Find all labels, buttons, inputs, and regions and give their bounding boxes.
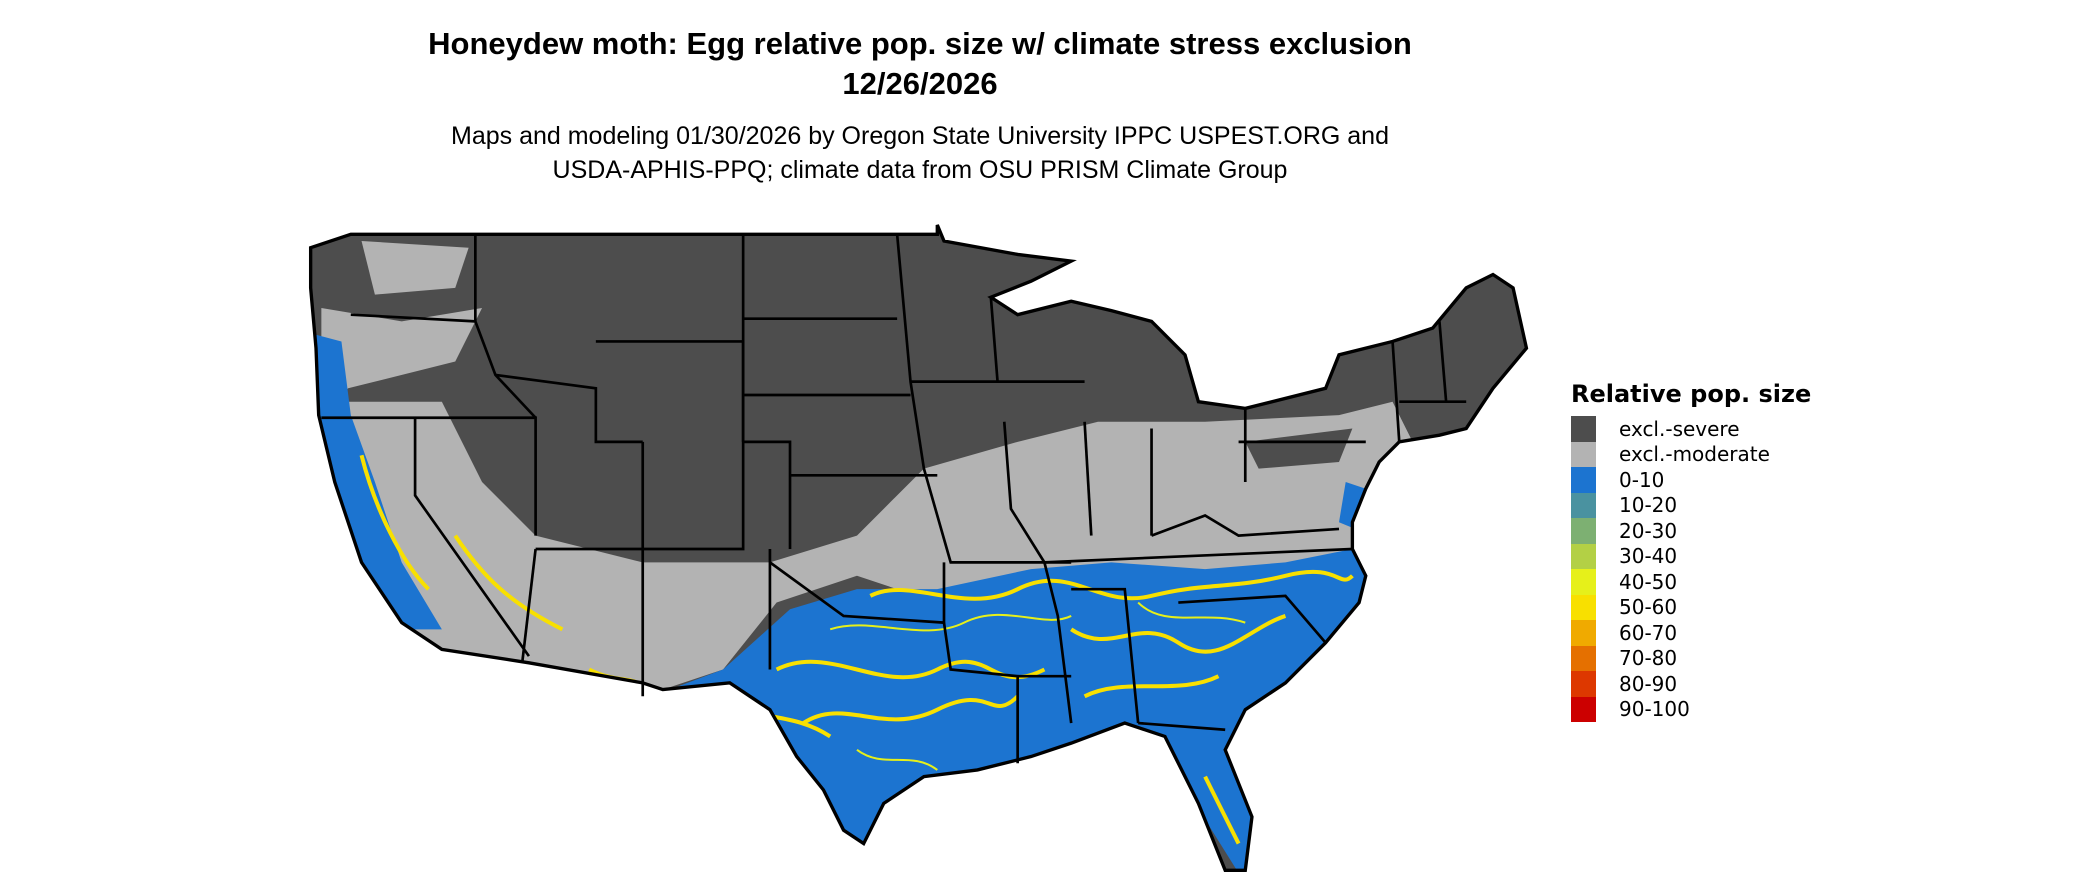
legend-item: 0-10 xyxy=(1571,467,1811,493)
zone-40-50-bands xyxy=(829,601,1246,771)
legend-label: 10-20 xyxy=(1619,493,1678,518)
legend-item: excl.-severe xyxy=(1571,416,1811,442)
legend-swatch xyxy=(1571,416,1596,442)
legend-swatch xyxy=(1571,467,1596,493)
legend-title: Relative pop. size xyxy=(1571,380,1812,408)
legend-swatch xyxy=(1571,569,1596,595)
legend-swatch xyxy=(1571,671,1596,697)
legend-label: excl.-severe xyxy=(1619,416,1740,441)
zone-excl-severe-appalachia xyxy=(1245,428,1353,469)
zone-excl-moderate-washington xyxy=(361,241,469,295)
subtitle-line-1: Maps and modeling 01/30/2026 by Oregon S… xyxy=(451,122,1389,150)
legend: Relative pop. size excl.-severe excl.-mod… xyxy=(1571,380,1811,722)
legend-swatch xyxy=(1571,620,1596,646)
legend-item: 30-40 xyxy=(1571,543,1811,569)
legend-label: 20-30 xyxy=(1619,518,1678,543)
legend-item: 20-30 xyxy=(1571,518,1811,544)
zone-excl-moderate-northwest xyxy=(321,307,483,416)
legend-label: 60-70 xyxy=(1619,620,1678,645)
zone-0-10-pacific-coast xyxy=(316,334,442,630)
legend-swatch xyxy=(1571,645,1596,671)
legend-label: excl.-moderate xyxy=(1619,442,1770,467)
legend-label: 50-60 xyxy=(1619,595,1678,620)
legend-label: 40-50 xyxy=(1619,569,1678,594)
us-outline xyxy=(308,224,1529,873)
legend-label: 90-100 xyxy=(1619,697,1690,722)
legend-item: 80-90 xyxy=(1571,671,1811,697)
legend-label: 80-90 xyxy=(1619,671,1678,696)
zone-0-10-delmarva xyxy=(1339,482,1366,529)
map-date: 12/26/2026 xyxy=(842,66,998,101)
map-title: Honeydew moth: Egg relative pop. size w/… xyxy=(428,26,1412,61)
zone-excl-moderate xyxy=(310,401,1420,697)
legend-item: 50-60 xyxy=(1571,594,1811,620)
legend-label: 70-80 xyxy=(1619,646,1678,671)
legend-item: 60-70 xyxy=(1571,620,1811,646)
subtitle-line-2: USDA-APHIS-PPQ; climate data from OSU PR… xyxy=(552,156,1288,184)
legend-item: 40-50 xyxy=(1571,569,1811,595)
legend-swatch xyxy=(1571,441,1596,467)
legend-swatch xyxy=(1571,543,1596,569)
state-borders xyxy=(321,234,1467,764)
legend-item: excl.-moderate xyxy=(1571,441,1811,467)
legend-item: 90-100 xyxy=(1571,696,1811,722)
legend-swatch xyxy=(1571,492,1596,518)
legend-items: excl.-severe excl.-moderate 0-10 10-20 20-30… xyxy=(1571,416,1811,722)
legend-swatch xyxy=(1571,518,1596,544)
legend-label: 0-10 xyxy=(1619,467,1665,492)
zone-0-10-south xyxy=(669,548,1380,871)
legend-swatch xyxy=(1571,594,1596,620)
legend-label: 30-40 xyxy=(1619,544,1678,569)
legend-item: 70-80 xyxy=(1571,645,1811,671)
legend-item: 10-20 xyxy=(1571,492,1811,518)
legend-swatch xyxy=(1571,696,1596,722)
